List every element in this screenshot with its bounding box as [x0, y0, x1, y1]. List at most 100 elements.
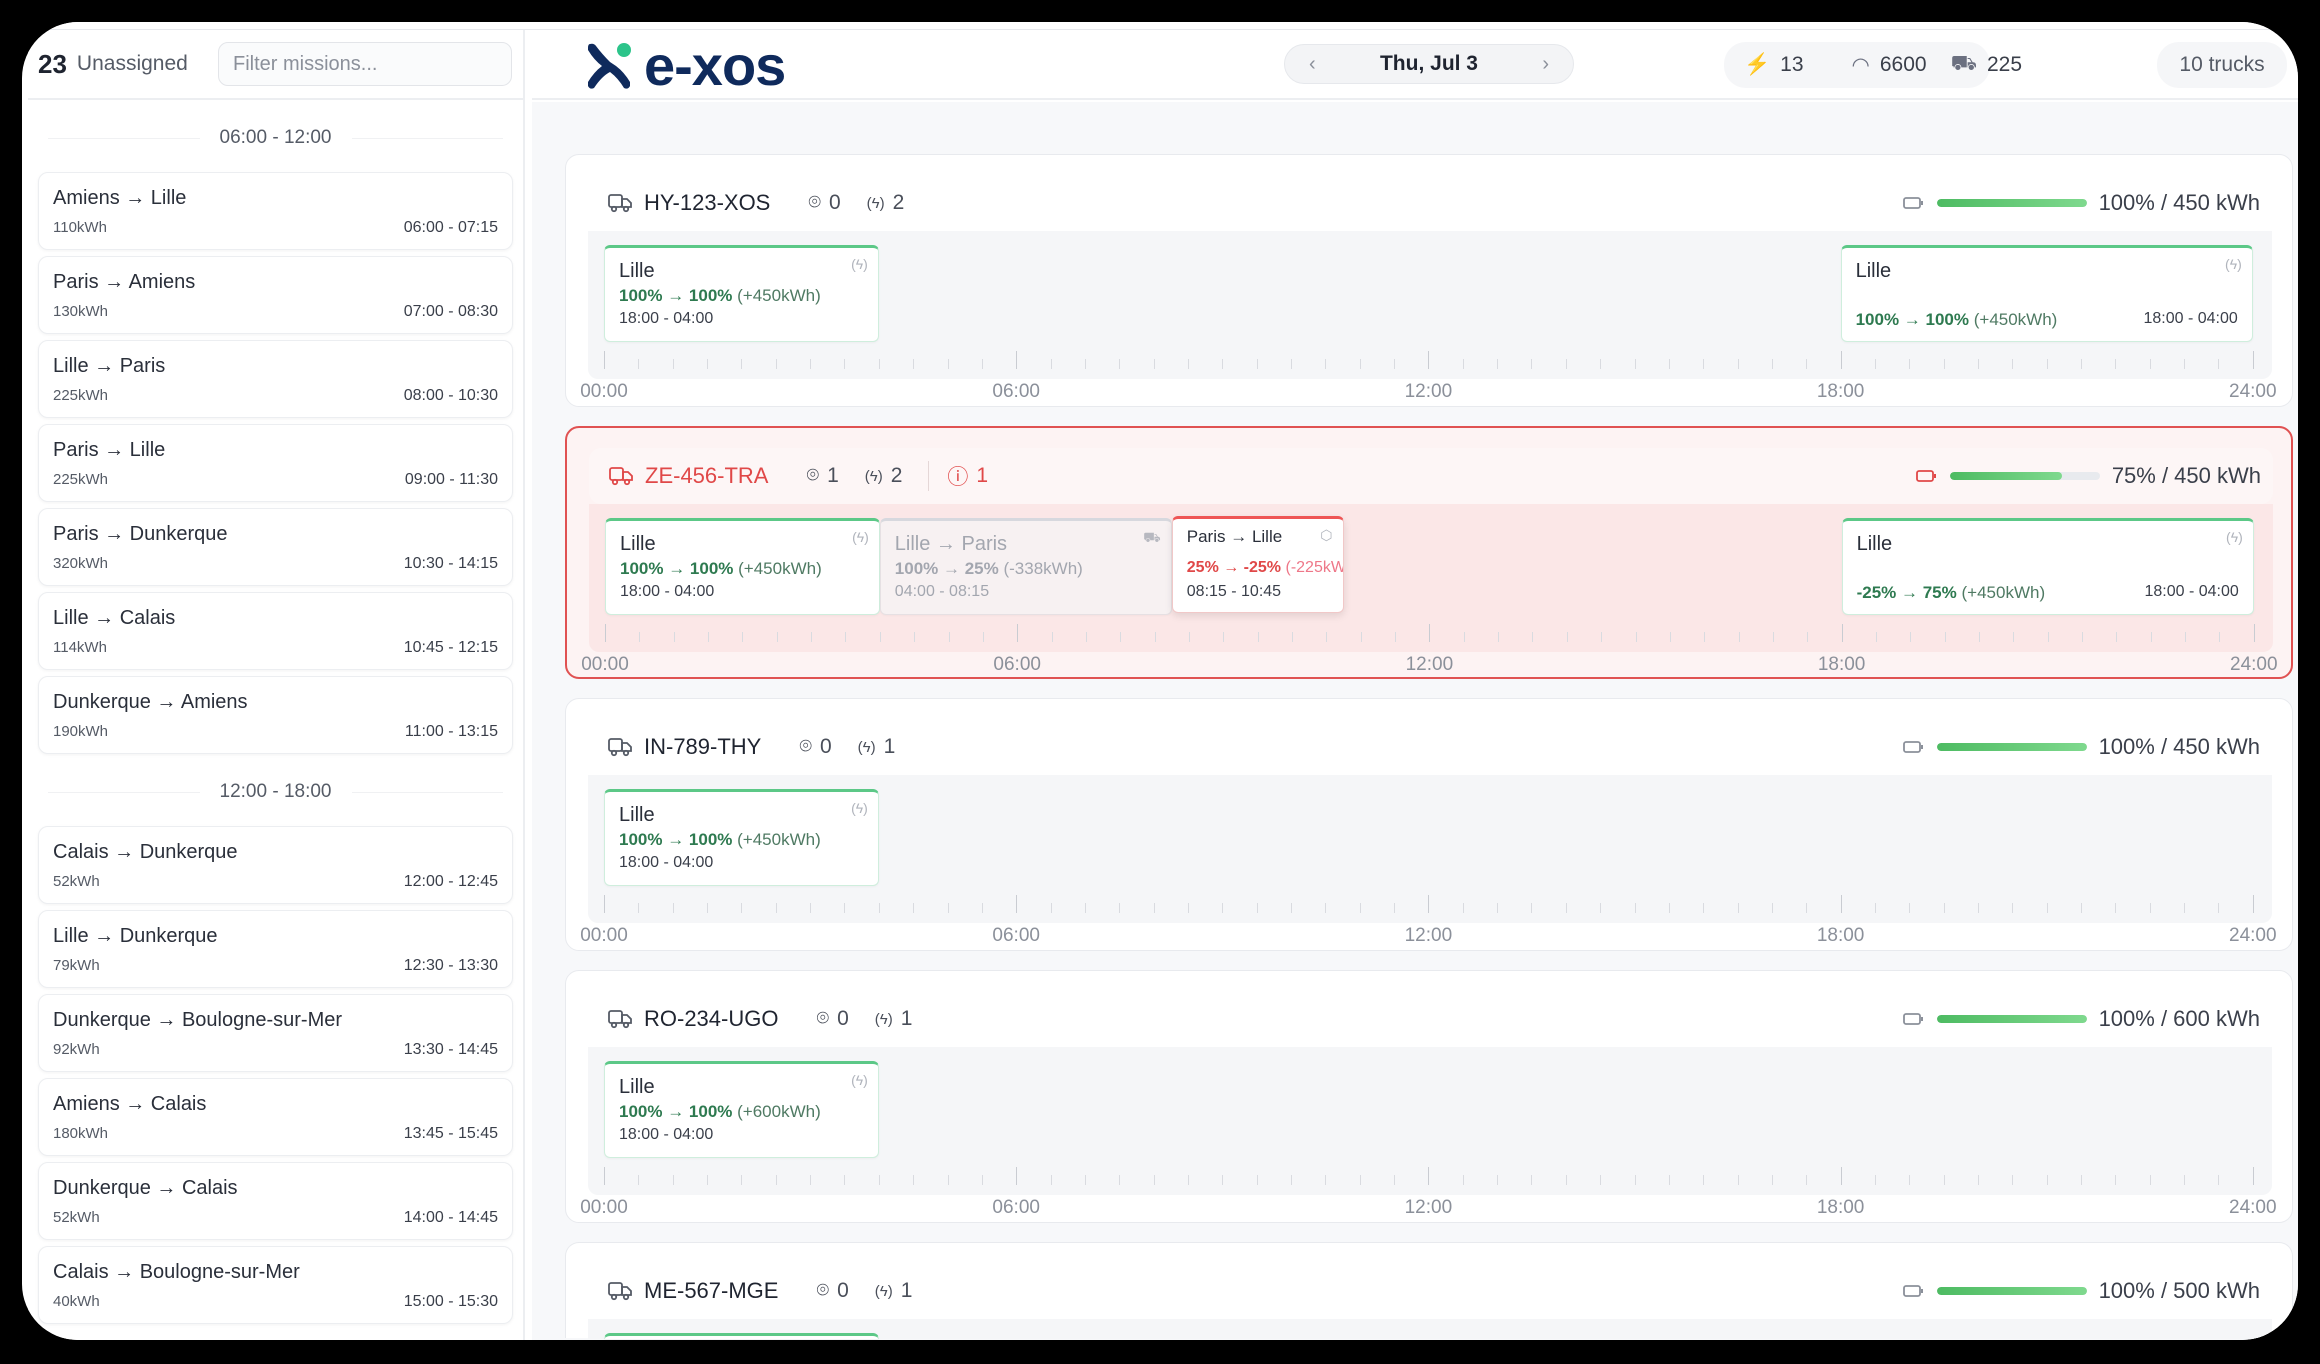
- trucks-count[interactable]: 10 trucks: [2157, 42, 2287, 88]
- timeline-label: 12:00: [1404, 925, 1453, 946]
- truck-plate[interactable]: IN-789-THY: [644, 734, 762, 759]
- charging-block[interactable]: [604, 1333, 879, 1339]
- filter-missions-input[interactable]: [218, 42, 512, 86]
- mission-card[interactable]: Calais → Boulogne-sur-Mer 40kWh 15:00 - 15…: [38, 1246, 513, 1324]
- timeline-label: 06:00: [993, 654, 1041, 675]
- timeline-tick: [948, 632, 950, 642]
- mission-list[interactable]: 06:00 - 12:00 Amiens → Lille 110kWh 06:00 -…: [28, 110, 523, 1324]
- timeline-tick: [947, 903, 949, 913]
- location-pin-icon: ⌾: [808, 191, 821, 214]
- timeline-tick: [1737, 903, 1739, 913]
- date-navigator: ‹ Thu, Jul 3 ›: [1284, 44, 1574, 84]
- timeline-tick: [1462, 903, 1464, 913]
- mission-energy: 110kWh: [53, 219, 107, 236]
- timeline-tick: [2082, 632, 2084, 642]
- block-title: Paris → Lille: [1186, 527, 1283, 546]
- soc-change: 100% → 25%: [894, 559, 999, 578]
- truck-plate[interactable]: ZE-456-TRA: [645, 463, 769, 488]
- mission-card[interactable]: Dunkerque → Calais 52kWh 14:00 - 14:45: [38, 1162, 513, 1240]
- section-title: 06:00 - 12:00: [219, 127, 332, 148]
- truck-plate[interactable]: ME-567-MGE: [644, 1278, 779, 1303]
- timeline-tick: [1703, 359, 1705, 369]
- stops-stat: ⌾ 0: [799, 735, 831, 759]
- stops-stat: ⌾ 0: [808, 191, 840, 215]
- truck-card[interactable]: RO-234-UGO ⌾ 0 (ϟ) 1 100% / 600 kWh 00:00 06:00…: [565, 970, 2293, 1223]
- timeline-tick: [1909, 1175, 1911, 1185]
- timeline-tick: [1840, 351, 1842, 369]
- mission-card[interactable]: Dunkerque → Amiens 190kWh 11:00 - 13:15: [38, 676, 513, 754]
- timeline-tick: [913, 359, 915, 369]
- mission-card[interactable]: Paris → Lille 225kWh 09:00 - 11:30: [38, 424, 513, 502]
- mission-route: Amiens → Calais: [53, 1093, 207, 1115]
- timeline-tick: [1359, 359, 1361, 369]
- mission-time: 15:00 - 15:30: [403, 1293, 498, 1310]
- stops-stat: ⌾ 1: [806, 464, 838, 488]
- timeline-tick: [1050, 903, 1052, 913]
- mission-energy: 225kWh: [53, 471, 109, 488]
- truck-card[interactable]: ME-567-MGE ⌾ 0 (ϟ) 1 100% / 500 kWh: [565, 1242, 2293, 1339]
- mission-card[interactable]: Paris → Dunkerque 320kWh 10:30 - 14:15: [38, 508, 513, 586]
- charging-block[interactable]: Lille 100% → 100% (+450kWh) 18:00 - 04:00 (…: [604, 245, 879, 342]
- mission-card[interactable]: Paris → Amiens 130kWh 07:00 - 08:30: [38, 256, 513, 334]
- package-icon: ⬡: [1320, 527, 1333, 543]
- mission-card[interactable]: Amiens → Lille 110kWh 06:00 - 07:15: [38, 172, 513, 250]
- energy-delta: (+450kWh): [737, 830, 821, 849]
- trip-block[interactable]: Lille → Paris 100% → 25% (-338kWh) 04:00 -…: [879, 518, 1172, 615]
- battery-icon: [1915, 469, 1938, 483]
- timeline-tick: [2046, 1175, 2048, 1185]
- charging-block[interactable]: Lille 100% → 100% (+450kWh) 18:00 - 04:00 (…: [605, 518, 880, 615]
- mission-energy: 114kWh: [53, 639, 107, 656]
- mission-time: 14:00 - 14:45: [403, 1209, 498, 1226]
- energy-delta: (+450kWh): [1961, 583, 2046, 602]
- mission-route: Lille → Calais: [53, 607, 176, 629]
- chevron-left-icon[interactable]: ‹: [1309, 52, 1316, 75]
- block-title: Lille: [1856, 533, 1893, 555]
- charging-block[interactable]: Lille 100% → 100% (+450kWh) 18:00 - 04:00 (…: [604, 789, 879, 886]
- mission-card[interactable]: Dunkerque → Boulogne-sur-Mer 92kWh 13:30 -…: [38, 994, 513, 1072]
- timeline-tick: [1531, 359, 1533, 369]
- app-window: 23 Unassigned 06:00 - 12:00 Amiens → Lill…: [22, 22, 2298, 1340]
- timeline-tick: [1668, 359, 1670, 369]
- mission-card[interactable]: Lille → Paris 225kWh 08:00 - 10:30: [38, 340, 513, 418]
- truck-card[interactable]: ZE-456-TRA ⌾ 1 (ϟ) 2 ⓘ 1 75% / 450 kWh 00:00 06:0…: [565, 426, 2293, 679]
- timeline-tick: [775, 359, 777, 369]
- truck-plate[interactable]: HY-123-XOS: [644, 190, 771, 215]
- mission-card[interactable]: Amiens → Calais 180kWh 13:45 - 15:45: [38, 1078, 513, 1156]
- battery-text: 100% / 450 kWh: [2098, 734, 2260, 759]
- charging-block[interactable]: Lille 100% → 100% (+600kWh) 18:00 - 04:00 (…: [604, 1061, 879, 1158]
- mission-card[interactable]: Lille → Dunkerque 79kWh 12:30 - 13:30: [38, 910, 513, 988]
- charging-icon: (ϟ): [851, 1072, 868, 1088]
- timeline-tick: [2218, 359, 2220, 369]
- truck-plate[interactable]: RO-234-UGO: [644, 1006, 779, 1031]
- mission-time: 10:45 - 12:15: [403, 639, 498, 656]
- timeline-tick: [2115, 903, 2117, 913]
- timeline-tick: [1943, 1175, 1945, 1185]
- timeline-tick: [1291, 903, 1292, 913]
- truck-card[interactable]: IN-789-THY ⌾ 0 (ϟ) 1 100% / 450 kWh 00:00 06:00…: [565, 698, 2293, 951]
- timeline-tick: [1497, 1175, 1499, 1185]
- truck-card[interactable]: HY-123-XOS ⌾ 0 (ϟ) 2 100% / 450 kWh 00:00 06:00…: [565, 154, 2293, 407]
- timeline-tick: [1841, 624, 1843, 642]
- charging-block[interactable]: Lille 100% → 100% (+450kWh) 18:00 - 04:00 (…: [1840, 245, 2253, 342]
- timeline-tick: [1462, 359, 1464, 369]
- chevron-right-icon[interactable]: ›: [1542, 52, 1549, 75]
- timeline-label: 18:00: [1816, 925, 1865, 946]
- timeline-label: 18:00: [1816, 381, 1865, 402]
- timeline-tick: [1807, 632, 1809, 642]
- charging-icon: (ϟ): [864, 467, 883, 485]
- mission-card[interactable]: Lille → Calais 114kWh 10:45 - 12:15: [38, 592, 513, 670]
- location-pin-icon: ⌾: [799, 735, 812, 758]
- timeline-tick: [1634, 903, 1636, 913]
- timeline-tick: [1771, 903, 1773, 913]
- mission-time: 06:00 - 07:15: [403, 219, 498, 236]
- mission-card[interactable]: Calais → Dunkerque 52kWh 12:00 - 12:45: [38, 826, 513, 904]
- truck-icon: [608, 736, 632, 758]
- timeline-area[interactable]: [588, 1319, 2272, 1339]
- current-date: Thu, Jul 3: [1379, 52, 1478, 75]
- timeline-tick: [1085, 632, 1087, 642]
- charging-block[interactable]: Lille -25% → 75% (+450kWh) 18:00 - 04:00 (ϟ…: [1841, 518, 2254, 615]
- section-header: 06:00 - 12:00: [28, 110, 523, 166]
- timeline-tick: [1463, 632, 1465, 642]
- timeline-tick: [1222, 1175, 1224, 1185]
